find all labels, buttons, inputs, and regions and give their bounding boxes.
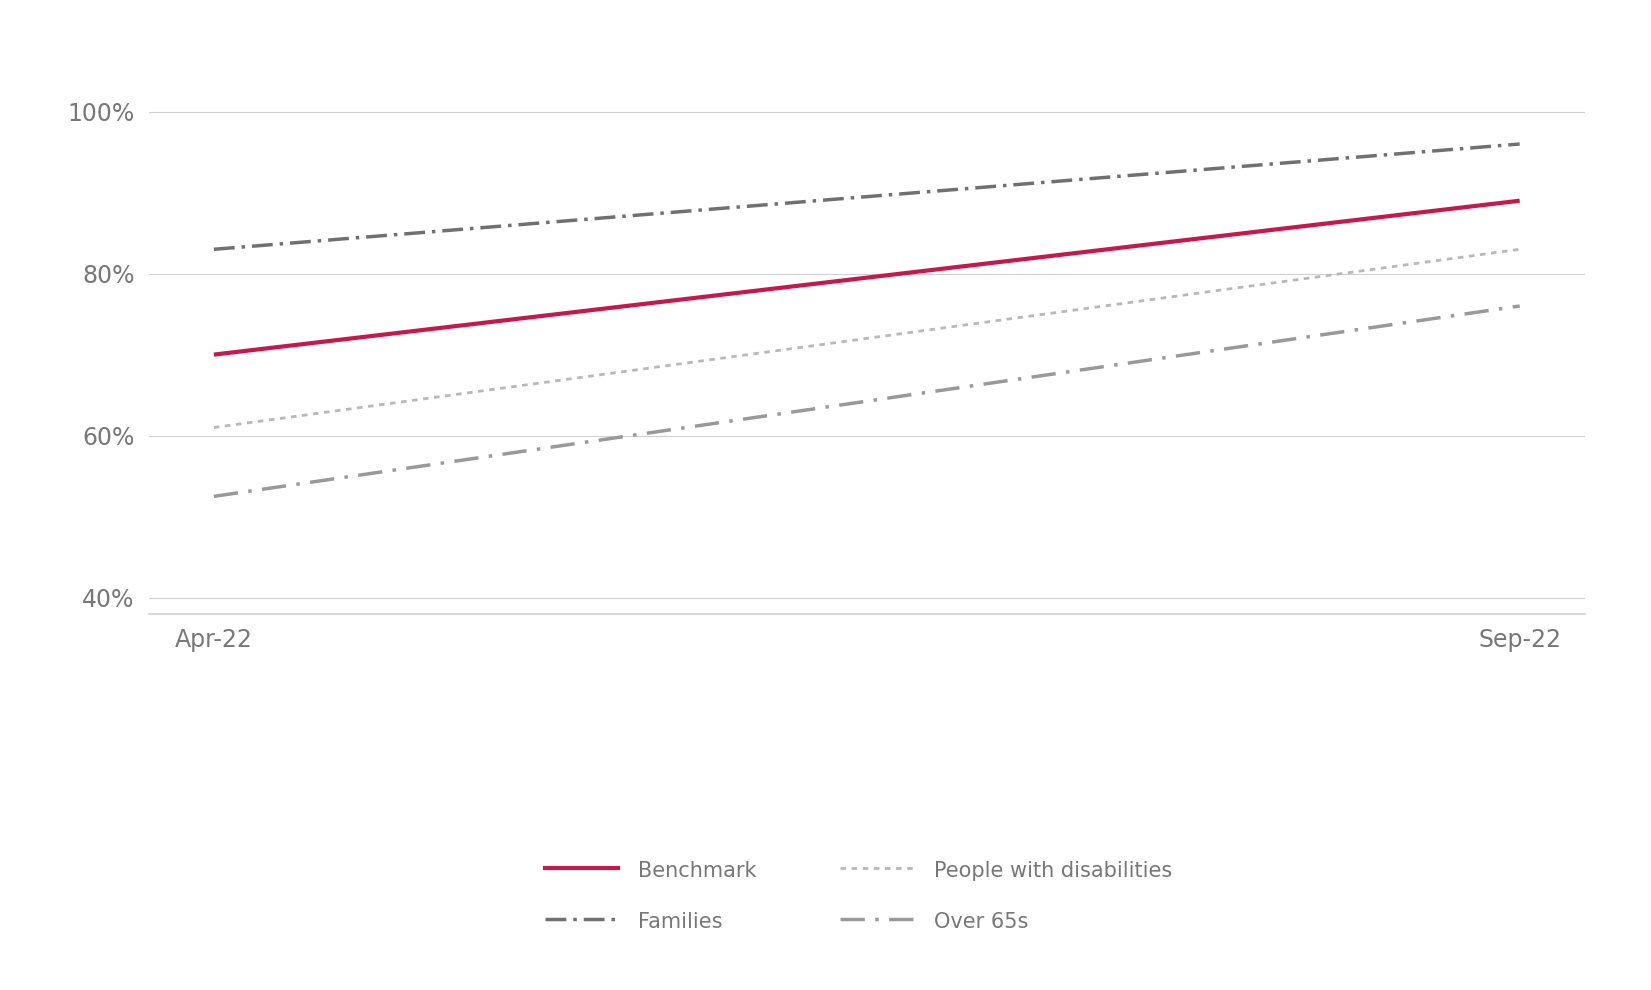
Legend: Benchmark, Families, People with disabilities, Over 65s: Benchmark, Families, People with disabil…: [537, 850, 1180, 940]
